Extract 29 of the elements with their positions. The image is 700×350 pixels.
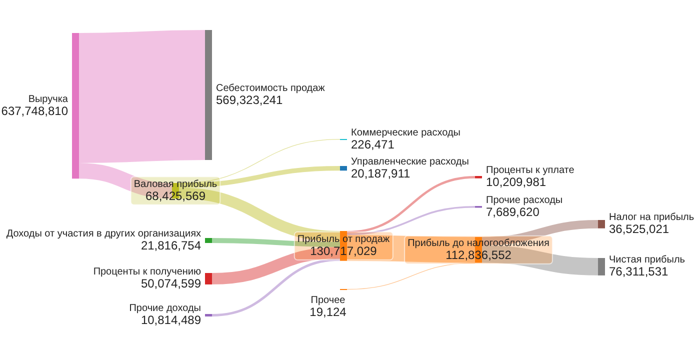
data-label: 36,525,021 [609, 222, 670, 236]
category-label: Прочее [310, 295, 346, 306]
category-label: Прочие доходы [129, 303, 201, 314]
data-label: 112,836,552 [446, 248, 512, 262]
data-label: 76,311,531 [609, 264, 668, 279]
data-label: 10,814,489 [140, 313, 202, 328]
category-label: Проценты к уплате [486, 165, 575, 176]
data-label: 19,124 [310, 305, 347, 319]
category-label: Выручка [28, 94, 68, 105]
data-label: 21,816,754 [140, 238, 202, 252]
category-label: Прибыль от продаж [297, 234, 390, 245]
data-label: 7,689,620 [486, 204, 540, 219]
data-label: 130,717,029 [310, 244, 378, 258]
data-label: 226,471 [351, 138, 395, 152]
category-label: Валовая прибыль [134, 178, 218, 190]
data-label: 569,323,241 [216, 93, 284, 107]
category-label: Себестоимость продаж [216, 83, 326, 94]
data-label: 68,425,569 [145, 188, 206, 203]
category-label: Коммерческие расходы [351, 128, 460, 138]
data-label: 637,748,810 [1, 104, 68, 118]
category-label: Управленческие расходы [351, 156, 469, 168]
data-label: 20,187,911 [351, 166, 410, 180]
category-label: Прочие расходы [486, 194, 563, 206]
data-label: 10,209,981 [486, 175, 546, 190]
data-label: 50,074,599 [140, 276, 202, 291]
category-label: Доходы от участия в других организациях [6, 228, 201, 240]
category-label: Налог на прибыль [609, 212, 694, 224]
category-label: Проценты к получению [93, 266, 202, 278]
category-label: Чистая прибыль [609, 254, 685, 266]
